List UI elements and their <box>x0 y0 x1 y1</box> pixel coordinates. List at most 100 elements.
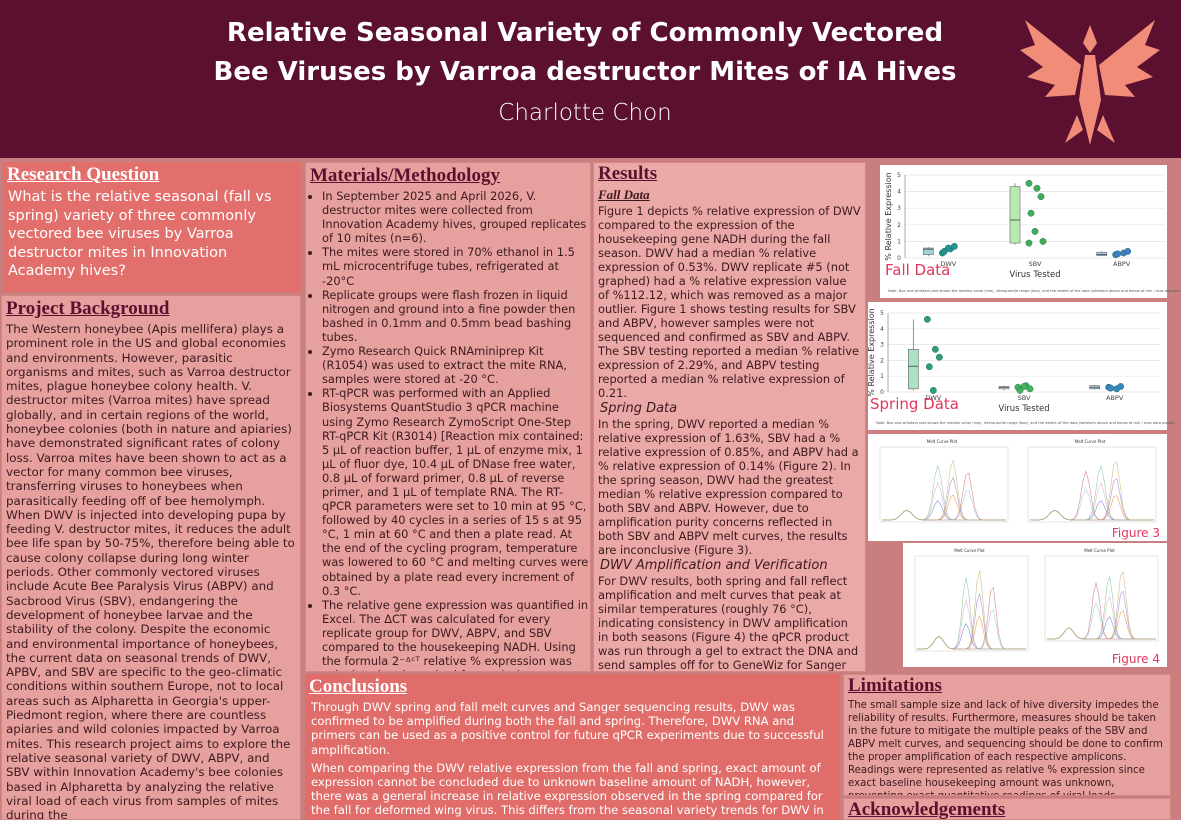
methods-list: In September 2025 and April 2026, V. des… <box>306 189 590 671</box>
y-axis-label: % Relative Expression <box>884 172 893 260</box>
point <box>1112 251 1120 259</box>
point <box>1117 383 1125 390</box>
figure-note: Note. Box and whiskers plot shows the me… <box>888 289 1181 293</box>
results-panel: Results Fall Data Figure 1 depicts % rela… <box>593 162 866 672</box>
melt-curve <box>1030 461 1154 521</box>
point <box>938 249 946 257</box>
y-tick-label: 3 <box>897 205 901 212</box>
point <box>1033 184 1041 192</box>
point <box>935 353 943 361</box>
melt-curve <box>1030 500 1154 521</box>
heading: Research Question <box>7 164 160 185</box>
melt-curve <box>917 587 1026 650</box>
melt-curve <box>1030 482 1154 521</box>
y-tick-label: 4 <box>897 189 901 196</box>
melt-curve <box>882 489 1006 521</box>
x-tick-label: ABPV <box>1106 394 1124 402</box>
limitations-panel: Limitations The small sample size and la… <box>843 674 1171 796</box>
melt-curve <box>1030 488 1154 521</box>
box <box>1096 251 1107 256</box>
y-tick-label: 3 <box>880 342 884 349</box>
point <box>944 244 952 252</box>
method-item: Zymo Research Quick RNAminiprep Kit (R10… <box>322 344 590 386</box>
plot-area <box>1027 446 1157 523</box>
box <box>908 349 919 390</box>
figure-card <box>868 302 1167 430</box>
subheading: Fall Data <box>598 187 650 202</box>
text: For DWV results, both spring and fall re… <box>598 574 859 672</box>
point <box>1120 249 1128 257</box>
heading: Materials/Methodology <box>310 165 500 186</box>
figure-card <box>903 543 1167 667</box>
x-axis-label: Virus Tested <box>1009 270 1060 280</box>
melt-curve <box>917 600 1026 650</box>
y-tick-label: 5 <box>880 310 884 317</box>
point <box>931 345 939 353</box>
heading: Project Background <box>6 298 170 319</box>
text: Figure 1 depicts % relative expression o… <box>598 204 861 400</box>
figure-card <box>868 434 1167 541</box>
y-tick-label: 4 <box>880 326 884 333</box>
point <box>1025 179 1033 187</box>
x-tick-label: SBV <box>1018 394 1031 402</box>
figure-card <box>880 165 1167 298</box>
plot-area <box>914 555 1029 652</box>
melt-curve <box>1047 590 1156 640</box>
point <box>923 315 931 323</box>
point <box>1124 247 1132 255</box>
heading: Limitations <box>848 675 942 696</box>
heading: Acknowledgements <box>848 799 1006 820</box>
melt-curve <box>882 476 1006 521</box>
melt-curve <box>917 570 1026 650</box>
point <box>1037 193 1045 200</box>
figure-note: Note. Box and whiskers plot shows the me… <box>876 421 1176 425</box>
x-tick-label: DWV <box>940 260 956 268</box>
melt-curve <box>1030 470 1154 521</box>
author: Charlotte Chon <box>498 100 672 126</box>
question: What is the relative seasonal (fall vs s… <box>8 189 272 279</box>
box <box>1009 186 1021 244</box>
method-item: RT-qPCR was performed with an Applied Bi… <box>322 386 590 597</box>
melt-curve <box>917 593 1026 650</box>
melt-curve <box>1047 610 1156 640</box>
melt-curve <box>882 472 1006 521</box>
y-tick-label: 1 <box>897 238 901 245</box>
point <box>925 363 933 371</box>
figure-label: Spring Data <box>870 395 959 413</box>
figure-label: Figure 4 <box>1112 652 1160 666</box>
x-tick-label: SBV <box>1029 260 1042 268</box>
x-axis-label: Virus Tested <box>998 404 1049 414</box>
y-tick-label: 0 <box>897 255 901 262</box>
research-question-box: Research Question What is the relative s… <box>3 162 301 292</box>
method-item: The relative gene expression was quantif… <box>322 598 590 671</box>
acknowledgements-panel: Acknowledgements <box>843 798 1171 820</box>
melt-curve <box>882 499 1006 521</box>
text: The small sample size and lack of hive d… <box>848 700 1163 795</box>
method-item: Replicate groups were flash frozen in li… <box>322 288 590 344</box>
text: The Western honeybee (Apis mellifera) pl… <box>6 322 295 820</box>
figure-label: Figure 3 <box>1112 526 1160 540</box>
point <box>1016 387 1024 394</box>
subheading: Spring Data <box>600 401 678 416</box>
point <box>1014 383 1022 391</box>
background-panel: Project Background The Western honeybee … <box>1 295 301 820</box>
x-tick-label: ABPV <box>1113 260 1131 268</box>
point <box>950 242 958 250</box>
conclusions-panel: Conclusions Through DWV spring and fall … <box>305 674 840 820</box>
x-tick-label: DWV <box>925 394 941 402</box>
melt-curve <box>1030 495 1154 521</box>
point <box>1026 385 1034 393</box>
melt-curve <box>917 577 1026 650</box>
box <box>998 386 1010 390</box>
point <box>1114 250 1122 258</box>
point <box>1027 209 1035 217</box>
method-item: In September 2025 and April 2026, V. des… <box>322 189 590 245</box>
melt-curve <box>917 615 1026 650</box>
panel-title: Melt Curve Plot <box>954 548 985 553</box>
plot-area <box>879 446 1009 523</box>
method-item: The mites were stored in 70% ethanol in … <box>322 245 590 287</box>
y-tick-label: 5 <box>897 172 901 179</box>
melt-curve <box>1030 464 1154 521</box>
point <box>1022 382 1030 390</box>
point <box>1020 383 1028 390</box>
